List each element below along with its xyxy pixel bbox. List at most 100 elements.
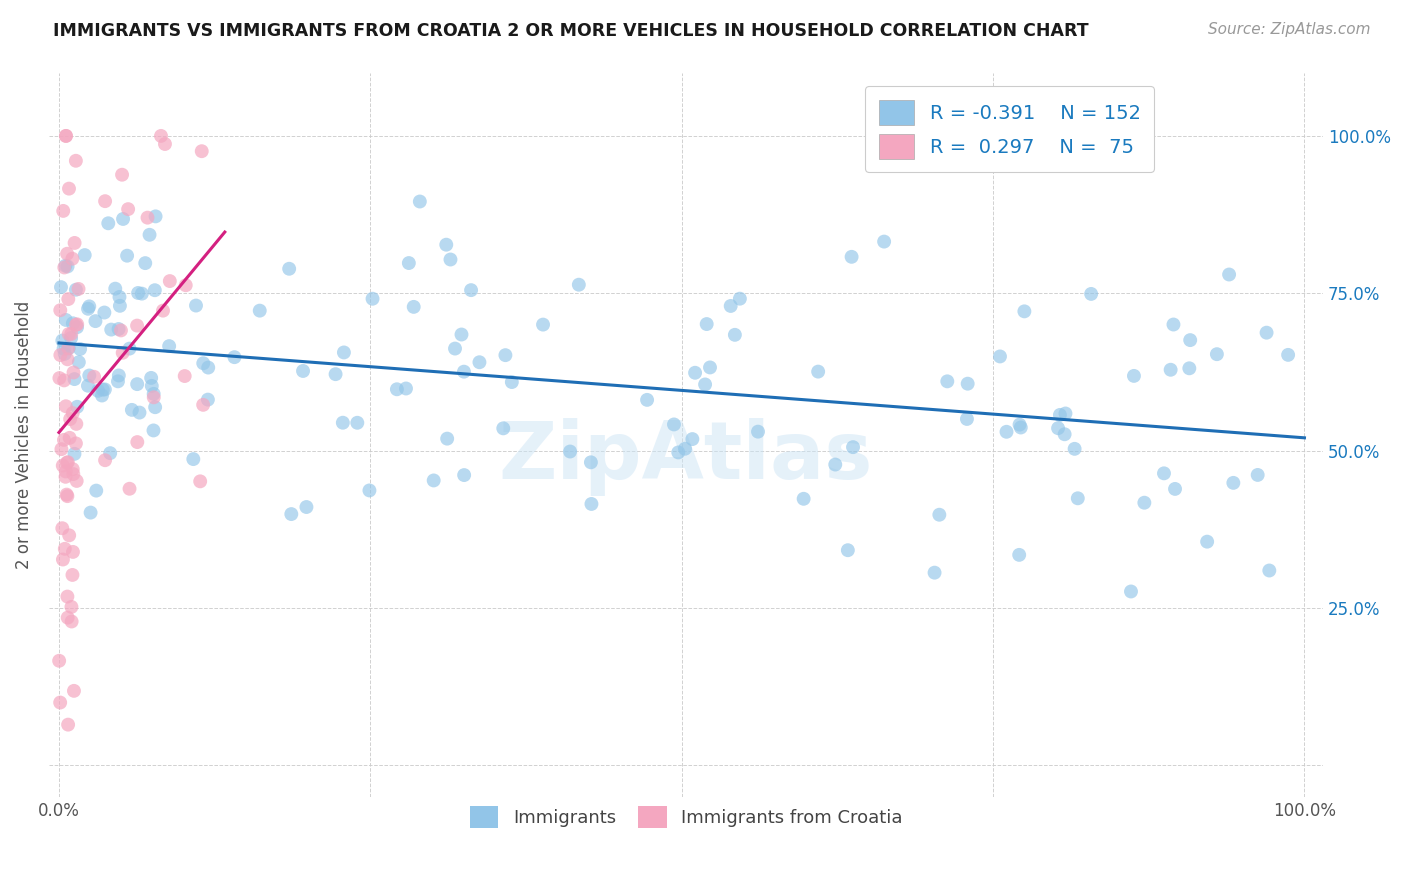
Point — [111, 346, 134, 360]
Point — [62, 406, 84, 420]
Point — [97, 216, 120, 230]
Point — [48, 371, 70, 385]
Point — [66, 474, 89, 488]
Point — [142, 424, 165, 438]
Point — [683, 366, 706, 380]
Point — [55, 128, 77, 143]
Point — [94, 453, 117, 467]
Point — [49, 696, 72, 710]
Point — [141, 379, 163, 393]
Point — [48, 654, 70, 668]
Point — [181, 452, 204, 467]
Point — [49, 303, 72, 318]
Point — [110, 323, 132, 337]
Point — [924, 566, 946, 580]
Point — [747, 425, 769, 439]
Point — [793, 491, 815, 506]
Point — [636, 392, 658, 407]
Point — [409, 194, 432, 209]
Point — [56, 717, 79, 731]
Y-axis label: 2 or more Vehicles in Household: 2 or more Vehicles in Household — [15, 301, 32, 569]
Point — [77, 378, 100, 392]
Point — [138, 227, 160, 242]
Point — [73, 248, 96, 262]
Point — [77, 301, 100, 316]
Point — [108, 290, 131, 304]
Point — [62, 366, 84, 380]
Point — [65, 417, 87, 431]
Point — [494, 348, 516, 362]
Point — [531, 318, 554, 332]
Point — [52, 433, 75, 447]
Point — [58, 528, 80, 542]
Point — [53, 541, 76, 556]
Point — [193, 356, 215, 370]
Point — [1008, 548, 1031, 562]
Point — [681, 432, 703, 446]
Point — [143, 401, 166, 415]
Point — [53, 347, 76, 361]
Point — [56, 590, 79, 604]
Point — [453, 468, 475, 483]
Point — [988, 350, 1011, 364]
Point — [56, 610, 79, 624]
Point — [1256, 326, 1278, 340]
Point — [142, 387, 165, 401]
Point — [280, 507, 302, 521]
Point — [111, 168, 134, 182]
Point — [62, 467, 84, 481]
Point — [52, 552, 75, 566]
Point — [1164, 482, 1187, 496]
Point — [53, 373, 76, 387]
Point — [107, 374, 129, 388]
Point — [468, 355, 491, 369]
Point — [1197, 534, 1219, 549]
Point — [56, 246, 79, 260]
Point — [69, 342, 91, 356]
Point — [1277, 348, 1299, 362]
Point — [131, 286, 153, 301]
Point — [1010, 420, 1032, 434]
Point — [807, 365, 830, 379]
Point — [52, 203, 75, 218]
Point — [55, 399, 77, 413]
Point — [108, 368, 131, 383]
Point — [56, 352, 79, 367]
Point — [824, 458, 846, 472]
Point — [121, 403, 143, 417]
Point — [136, 211, 159, 225]
Point — [59, 412, 82, 426]
Point — [1178, 361, 1201, 376]
Point — [91, 388, 114, 402]
Point — [142, 390, 165, 404]
Point — [52, 342, 75, 356]
Point — [51, 442, 73, 457]
Point — [62, 316, 84, 330]
Point — [51, 334, 73, 348]
Point — [153, 136, 176, 151]
Point — [87, 384, 110, 398]
Point — [58, 326, 80, 341]
Point — [346, 416, 368, 430]
Point — [152, 303, 174, 318]
Point — [60, 252, 83, 266]
Point — [1218, 268, 1240, 282]
Point — [141, 371, 163, 385]
Point — [724, 327, 747, 342]
Point — [696, 317, 718, 331]
Point — [56, 456, 79, 470]
Point — [501, 375, 523, 389]
Point — [63, 447, 86, 461]
Point — [51, 521, 73, 535]
Point — [1160, 363, 1182, 377]
Point — [62, 568, 84, 582]
Point — [184, 299, 207, 313]
Point — [956, 412, 979, 426]
Point — [159, 274, 181, 288]
Point — [434, 237, 457, 252]
Point — [191, 398, 214, 412]
Point — [49, 348, 72, 362]
Point — [77, 299, 100, 313]
Point — [56, 489, 79, 503]
Point — [53, 260, 76, 275]
